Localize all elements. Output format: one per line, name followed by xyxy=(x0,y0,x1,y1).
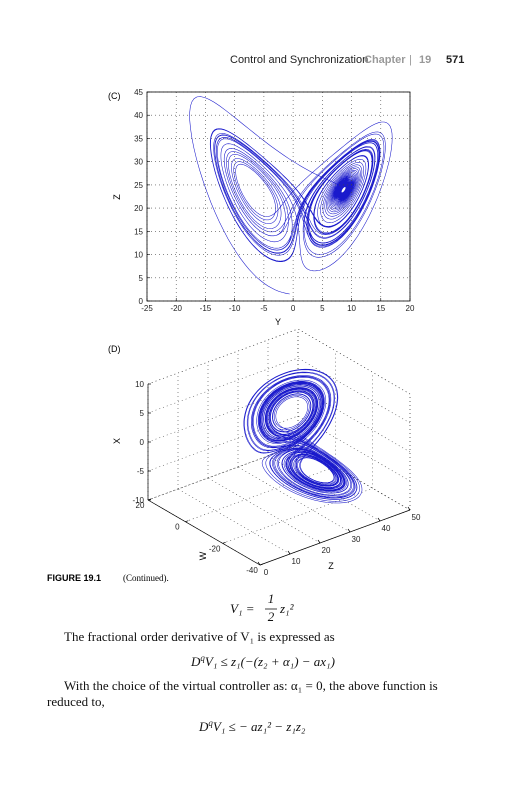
y-tick-label: 45 xyxy=(134,88,143,97)
tick-mark xyxy=(257,561,261,566)
tick-mark xyxy=(147,498,152,501)
x-tick-label: 10 xyxy=(347,304,356,313)
panel-label: (C) xyxy=(108,91,121,101)
y-tick-label: 10 xyxy=(134,251,143,260)
panel-c: (C) Y Z -25 -20 -15 -10 -5 0 5 10 15 20 0 5 10 15 20 25… xyxy=(108,88,415,327)
header-chapter-number: 19 xyxy=(419,54,431,66)
y-axis-label: Z xyxy=(112,194,122,200)
w-tick-label: 20 xyxy=(136,501,145,510)
x-tick-label: -5 xyxy=(260,304,268,313)
header-page-number: 571 xyxy=(446,54,464,66)
header-separator: | xyxy=(409,54,412,66)
x-tick-label: -5 xyxy=(137,467,145,476)
x-tick-label: -20 xyxy=(170,304,182,313)
caption-text: (Continued). xyxy=(123,573,169,583)
x-tick-label: 0 xyxy=(140,438,145,447)
x-tick-label: 5 xyxy=(320,304,325,313)
x-tick-label: 20 xyxy=(406,304,415,313)
x-tick-label: -15 xyxy=(200,304,212,313)
w-tick-label: -40 xyxy=(246,566,258,575)
figure-caption: FIGURE 19.1 (Continued). xyxy=(47,573,169,583)
paragraph: The fractional order derivative of V₁ is… xyxy=(64,629,335,644)
fraction-denominator: 2 xyxy=(268,609,275,624)
z-tick-label: 20 xyxy=(322,546,331,555)
grid-line xyxy=(207,477,321,544)
z-tick-label: 30 xyxy=(352,535,361,544)
operator: D xyxy=(198,719,209,734)
header-title: Control and Synchronization xyxy=(230,54,368,66)
y-tick-label: 5 xyxy=(139,274,144,283)
grid-line xyxy=(297,444,411,511)
x-axis-label: Y xyxy=(275,317,281,327)
x-tick-label: -10 xyxy=(229,304,241,313)
y-tick-label: 25 xyxy=(134,181,143,190)
y-tick-label: 30 xyxy=(134,158,143,167)
w-tick-label: -20 xyxy=(209,544,221,553)
grid-line xyxy=(297,357,411,424)
equation-rest: V₁ ≤ − az₁² − z₁z₂ xyxy=(213,719,306,734)
x-tick-label: 10 xyxy=(135,380,144,389)
panel-d: (D) X W Z -10 -5 0 5 10 20 0 -20 -40 0 10 20 30 40 50 xyxy=(108,328,421,577)
axes-frame xyxy=(146,91,411,302)
grid-line xyxy=(297,386,411,453)
tick-mark xyxy=(287,550,291,555)
y-tick-label: 40 xyxy=(134,111,143,120)
x-tick-label: 15 xyxy=(376,304,385,313)
box-edge xyxy=(147,328,299,385)
equation: DqV₁ ≤ − az₁² − z₁z₂ xyxy=(198,718,306,734)
tick-mark xyxy=(407,506,411,511)
operator: D xyxy=(190,654,201,669)
equation: DqV₁ ≤ z₁(−(z₂ + α₁) − ax₁) xyxy=(190,653,335,669)
z-tick-label: 0 xyxy=(264,568,269,577)
y-tick-label: 15 xyxy=(134,227,143,236)
superscript: q xyxy=(200,653,205,663)
header-chapter: Chapter xyxy=(364,54,406,66)
w-axis-label: W xyxy=(198,551,208,560)
z-axis-label: Z xyxy=(328,561,334,571)
tick-mark xyxy=(259,563,264,566)
tick-mark xyxy=(185,520,189,522)
grid-line xyxy=(237,466,351,533)
grid-line xyxy=(297,415,411,482)
paragraph-line: reduced to, xyxy=(47,694,105,709)
y-tick-label: 20 xyxy=(134,204,143,213)
w-tick-label: 0 xyxy=(175,523,180,532)
x-tick-label: -10 xyxy=(132,496,144,505)
x-tick-label: -25 xyxy=(141,304,153,313)
axis-line xyxy=(259,509,411,566)
panel-label: (D) xyxy=(108,344,121,354)
fraction-numerator: 1 xyxy=(268,591,275,606)
grid-line xyxy=(297,328,411,395)
running-header: Control and Synchronization Chapter | 19… xyxy=(230,54,464,66)
z-tick-label: 50 xyxy=(412,513,421,522)
body-text: V₁ = 1 2 z₁² The fractional order deriva… xyxy=(47,591,438,734)
trajectory xyxy=(189,96,393,295)
trajectory xyxy=(243,368,363,504)
superscript: q xyxy=(208,718,213,728)
x-tick-label: 5 xyxy=(140,409,145,418)
grid-line xyxy=(147,328,299,385)
x-axis-label: X xyxy=(112,438,122,444)
caption-label: FIGURE 19.1 xyxy=(47,573,101,583)
equation-rest: V₁ ≤ z₁(−(z₂ + α₁) − ax₁) xyxy=(205,654,335,669)
paragraph-line: With the choice of the virtual controlle… xyxy=(64,678,438,693)
z-tick-label: 40 xyxy=(382,524,391,533)
x-tick-label: 0 xyxy=(291,304,296,313)
axis-line xyxy=(147,499,261,566)
equation-lhs: V₁ = xyxy=(230,601,254,616)
y-tick-label: 35 xyxy=(134,134,143,143)
tick-mark xyxy=(377,517,381,522)
tick-mark xyxy=(317,539,321,544)
tick-mark xyxy=(222,542,226,544)
y-tick-label: 0 xyxy=(139,297,144,306)
tick-mark xyxy=(347,528,351,533)
grid-line xyxy=(177,488,291,555)
equation-rhs: z₁² xyxy=(279,601,295,616)
z-tick-label: 10 xyxy=(292,557,301,566)
